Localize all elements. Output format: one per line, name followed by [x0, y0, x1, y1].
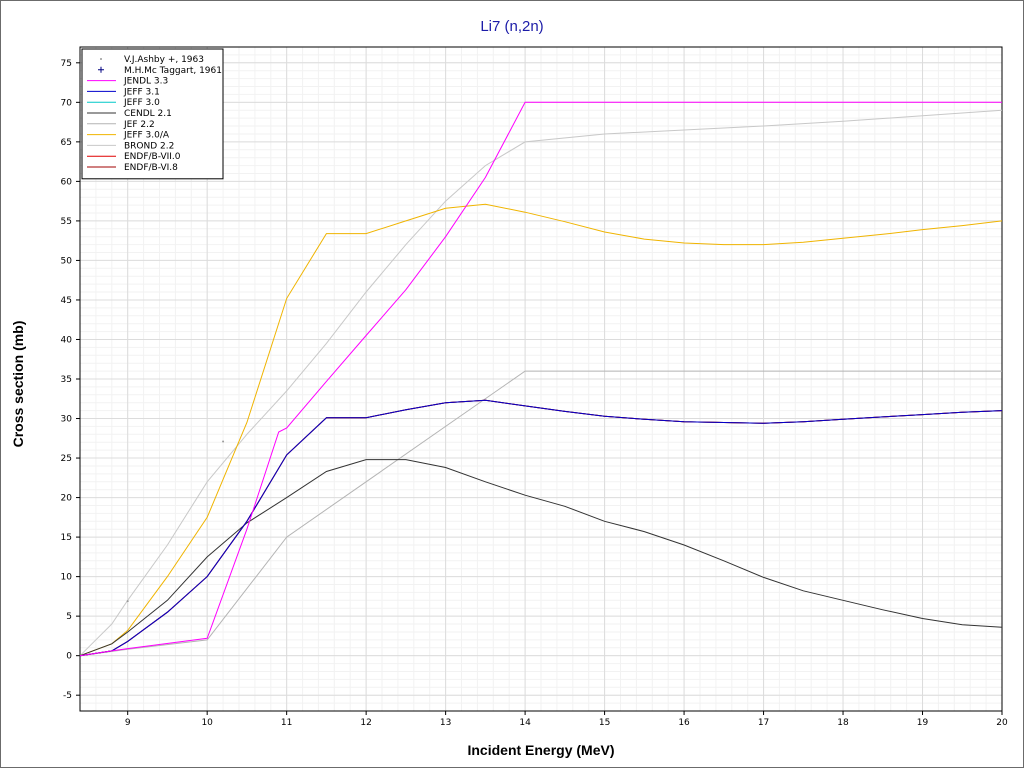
series-line-cendl-2-1: [79, 459, 1003, 657]
y-tick-label: -5: [63, 691, 72, 701]
y-tick-label: 45: [61, 296, 72, 306]
x-tick-label: 16: [678, 718, 690, 728]
x-tick-label: 14: [519, 718, 531, 728]
x-axis-title: Incident Energy (MeV): [467, 742, 614, 758]
series-line-jeff-3-0-a: [79, 203, 1003, 657]
x-tick-label: 17: [758, 718, 769, 728]
axis-ticks: 9 10 11 12 13 14 15 16 17 18 19 20 -5 0 5 10 15 20 25 30 35 4…: [61, 59, 1008, 728]
y-tick-label: 35: [61, 375, 72, 385]
legend-label: BROND 2.2: [124, 141, 174, 151]
y-tick-label: 30: [61, 415, 73, 425]
legend-label: ENDF/B-VI.8: [124, 163, 178, 173]
y-tick-label: 5: [66, 612, 72, 622]
y-axis-title: Cross section (mb): [10, 321, 26, 448]
legend-label: V.J.Ashby +, 1963: [124, 55, 204, 65]
experimental-points: [126, 440, 225, 603]
legend-label: JEF 2.2: [123, 120, 155, 130]
y-tick-label: 60: [61, 177, 73, 187]
legend-label: JEFF 3.0/A: [123, 131, 170, 141]
y-tick-label: 40: [61, 335, 73, 345]
x-tick-label: 12: [360, 718, 371, 728]
y-tick-label: 65: [61, 138, 72, 148]
x-tick-label: 19: [917, 718, 929, 728]
series-lines: [79, 101, 1003, 657]
legend-swatch-dot: [100, 58, 102, 60]
y-tick-label: 70: [61, 98, 73, 108]
legend-label: JEFF 3.1: [123, 87, 160, 97]
y-tick-label: 55: [61, 217, 72, 227]
y-tick-label: 25: [61, 454, 72, 464]
legend-label: ENDF/B-VII.0: [124, 152, 181, 162]
chart-title: Li7 (n,2n): [480, 18, 543, 35]
legend-label: JENDL 3.3: [123, 77, 168, 87]
y-tick-label: 20: [61, 494, 73, 504]
series-line-jef-2-2: [79, 370, 1002, 657]
y-tick-label: 0: [66, 652, 72, 662]
grid: [79, 46, 1003, 712]
x-tick-label: 18: [837, 718, 849, 728]
y-tick-label: 15: [61, 533, 72, 543]
series-line-jeff-3-1: [79, 399, 1003, 657]
x-tick-label: 15: [599, 718, 610, 728]
x-tick-label: 13: [440, 718, 451, 728]
legend-box: [81, 48, 224, 180]
legend-label: M.H.Mc Taggart, 1961: [124, 66, 222, 76]
y-tick-label: 50: [61, 256, 73, 266]
x-tick-label: 9: [125, 718, 131, 728]
x-tick-label: 11: [281, 718, 292, 728]
y-tick-label: 10: [61, 573, 73, 583]
series-line-jendl-3-3: [79, 101, 1002, 657]
y-tick-label: 75: [61, 59, 72, 69]
legend-swatch-plus: [98, 66, 104, 73]
legend-label: CENDL 2.1: [124, 109, 172, 119]
series-line-brond-2-2: [79, 109, 1003, 657]
data-point: [126, 600, 129, 603]
x-tick-label: 10: [201, 718, 213, 728]
x-tick-label: 20: [996, 718, 1008, 728]
legend-label: JEFF 3.0: [123, 98, 160, 108]
data-point: [222, 440, 225, 443]
